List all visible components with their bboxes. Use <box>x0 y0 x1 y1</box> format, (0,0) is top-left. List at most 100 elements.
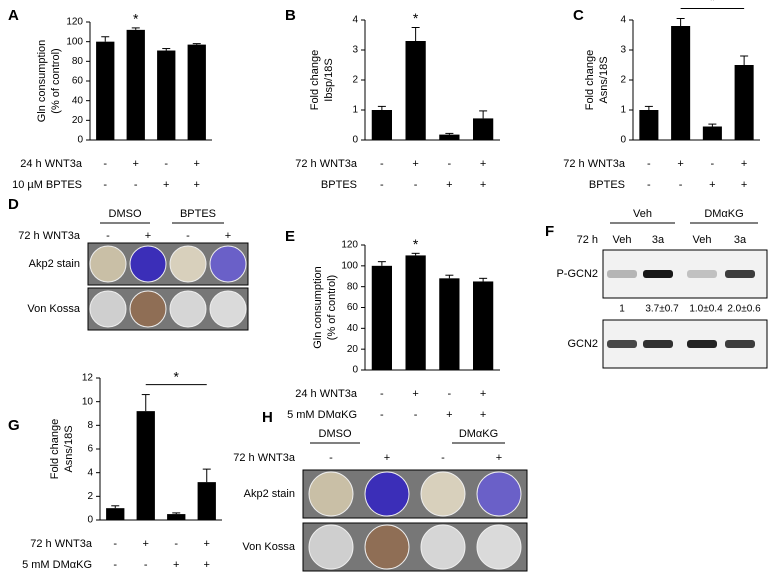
quantification: 1.0±0.4 <box>689 304 723 315</box>
bar <box>167 514 186 520</box>
panel-letter: B <box>285 7 296 24</box>
bar <box>671 26 691 140</box>
y-tick-label: 80 <box>347 281 359 292</box>
y-tick-label: 1 <box>352 105 358 116</box>
blot-band <box>643 270 673 278</box>
condition-label: 5 mM DMαKG <box>287 409 357 421</box>
condition-sign: + <box>709 179 715 191</box>
panel-letter: A <box>8 7 19 24</box>
blot-band <box>607 340 637 348</box>
y-axis-label: (% of control) <box>326 275 338 340</box>
well <box>420 524 466 570</box>
panel-letter: H <box>262 409 273 426</box>
condition-sign: - <box>106 230 110 242</box>
condition-sign: + <box>446 409 452 421</box>
y-axis-label: Asns/18S <box>63 425 75 472</box>
row-label: 72 h <box>577 234 598 246</box>
y-tick-label: 60 <box>72 76 84 87</box>
condition-sign: - <box>414 409 418 421</box>
bar <box>187 44 206 140</box>
y-axis-label: Ibsp/18S <box>323 58 335 101</box>
condition-sign: - <box>103 179 107 191</box>
bar <box>473 118 494 140</box>
condition-sign: + <box>412 158 418 170</box>
condition-sign: + <box>480 158 486 170</box>
y-tick-label: 8 <box>87 420 93 431</box>
panel-letter: G <box>8 417 20 434</box>
well <box>308 524 354 570</box>
well <box>129 290 167 328</box>
group-label: DMαKG <box>459 428 498 440</box>
blot-band <box>687 340 717 348</box>
well <box>420 471 466 517</box>
significance: * <box>133 11 139 27</box>
condition-sign: - <box>647 158 651 170</box>
y-tick-label: 40 <box>72 95 84 106</box>
condition-label: 72 h WNT3a <box>295 158 358 170</box>
condition-sign: + <box>412 388 418 400</box>
y-tick-label: 40 <box>347 323 359 334</box>
condition-sign: - <box>711 158 715 170</box>
condition-sign: + <box>173 559 179 571</box>
condition-sign: + <box>480 388 486 400</box>
y-tick-label: 20 <box>347 344 359 355</box>
significance: * <box>413 236 419 252</box>
condition-sign: + <box>677 158 683 170</box>
condition-sign: + <box>194 158 200 170</box>
group-label: DMαKG <box>704 208 743 220</box>
condition-sign: - <box>329 452 333 464</box>
y-tick-label: 6 <box>87 444 93 455</box>
condition-sign: - <box>103 158 107 170</box>
condition-label: 72 h WNT3a <box>563 158 626 170</box>
well <box>169 290 207 328</box>
quantification: 2.0±0.6 <box>727 304 761 315</box>
y-tick-label: 4 <box>620 15 626 26</box>
bar <box>371 110 392 140</box>
condition-label: 24 h WNT3a <box>295 388 358 400</box>
condition-sign: - <box>113 538 117 550</box>
significance: * <box>710 0 716 8</box>
condition-sign: + <box>204 559 210 571</box>
blot-label: P-GCN2 <box>556 268 598 280</box>
stain-label: Akp2 stain <box>244 488 295 500</box>
bar <box>157 50 176 141</box>
y-axis-label: (% of control) <box>50 48 62 113</box>
condition-label: BPTES <box>589 179 625 191</box>
row-label: 72 h WNT3a <box>18 230 81 242</box>
bar <box>371 265 392 370</box>
condition-sign: - <box>448 158 452 170</box>
y-tick-label: 0 <box>352 365 358 376</box>
y-axis-label: Fold change <box>49 419 61 480</box>
y-axis-label: Fold change <box>309 50 321 111</box>
y-tick-label: 100 <box>341 260 358 271</box>
well <box>209 290 247 328</box>
y-tick-label: 2 <box>87 491 93 502</box>
panel-letter: C <box>573 7 584 24</box>
well <box>476 524 522 570</box>
y-axis-label: Fold change <box>584 50 596 111</box>
condition-label: 24 h WNT3a <box>20 158 83 170</box>
blot-band <box>607 270 637 278</box>
condition-label: 72 h WNT3a <box>30 538 93 550</box>
group-label: DMSO <box>319 428 352 440</box>
condition-sign: + <box>480 179 486 191</box>
condition-label: BPTES <box>321 179 357 191</box>
condition-sign: - <box>164 158 168 170</box>
condition-sign: - <box>113 559 117 571</box>
well <box>169 245 207 283</box>
blot-band <box>725 340 755 348</box>
condition-sign: + <box>225 230 231 242</box>
bar <box>702 126 722 140</box>
condition-sign: + <box>496 452 502 464</box>
bar <box>439 134 460 140</box>
condition-sign: + <box>194 179 200 191</box>
blot-label: GCN2 <box>567 338 598 350</box>
bar <box>136 411 155 520</box>
panel-letter: F <box>545 223 554 240</box>
stain-label: Von Kossa <box>27 303 80 315</box>
y-tick-label: 60 <box>347 302 359 313</box>
condition-sign: + <box>143 538 149 550</box>
condition-sign: - <box>380 158 384 170</box>
bar <box>96 41 115 140</box>
